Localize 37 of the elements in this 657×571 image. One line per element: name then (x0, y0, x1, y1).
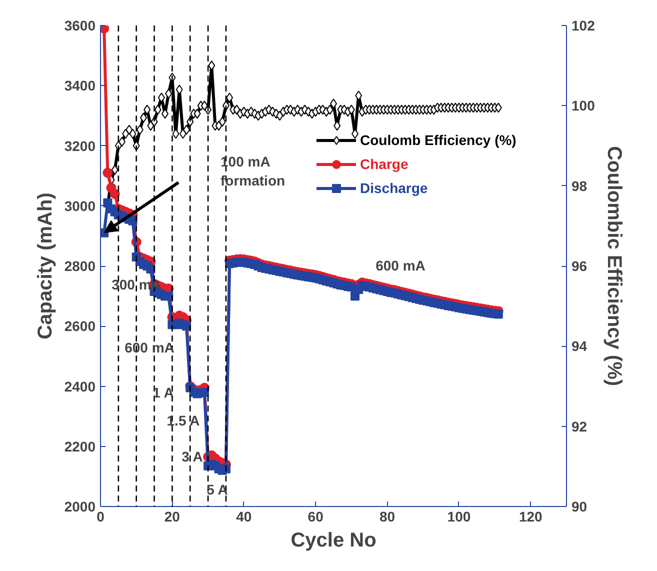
annotation: 300 mA (112, 276, 162, 292)
y-tick-label: 2400 (64, 378, 96, 394)
x-tick-label: 80 (379, 508, 396, 524)
x-tick-label: 0 (96, 508, 105, 524)
y-tick-label: 3400 (64, 78, 96, 94)
x-tick-label: 100 (447, 508, 471, 524)
annotation: 100 mA formation (220, 153, 286, 188)
annotation: 1.5 A (166, 412, 200, 428)
y-tick-label: 2200 (64, 438, 96, 454)
annotation: 600 mA (124, 340, 174, 356)
y-tick-label: 2800 (64, 258, 96, 274)
y2-tick-label: 102 (572, 18, 596, 34)
y2-tick-label: 98 (572, 178, 588, 194)
annotation: 5 A (206, 482, 228, 498)
legend-label: Coulomb Efficiency (%) (360, 132, 516, 148)
x-tick-label: 60 (308, 508, 324, 524)
legend-label: Charge (360, 156, 408, 172)
y2-tick-label: 96 (572, 258, 588, 274)
annotation: 3 A (182, 448, 203, 464)
y2-tick-label: 92 (572, 418, 588, 434)
y-tick-label: 2000 (64, 498, 96, 514)
x-tick-label: 20 (164, 508, 180, 524)
y-tick-label: 2600 (64, 318, 96, 334)
y2-tick-label: 94 (572, 338, 588, 354)
y2-tick-label: 100 (572, 98, 596, 114)
y2-axis-title: Coulombic Efficiency (%) (602, 146, 625, 386)
y-tick-label: 3600 (64, 18, 96, 34)
y-tick-label: 3200 (64, 138, 96, 154)
annotation: 600 mA (376, 258, 426, 274)
x-axis-title: Cycle No (290, 530, 376, 552)
annotation: 1 A (152, 384, 174, 400)
x-tick-label: 120 (518, 508, 543, 524)
x-tick-label: 40 (236, 508, 252, 524)
y-axis-title: Capacity (mAh) (34, 192, 56, 340)
legend-label: Discharge (360, 180, 428, 196)
y-tick-label: 3000 (64, 198, 96, 214)
y2-tick-label: 90 (572, 498, 588, 514)
